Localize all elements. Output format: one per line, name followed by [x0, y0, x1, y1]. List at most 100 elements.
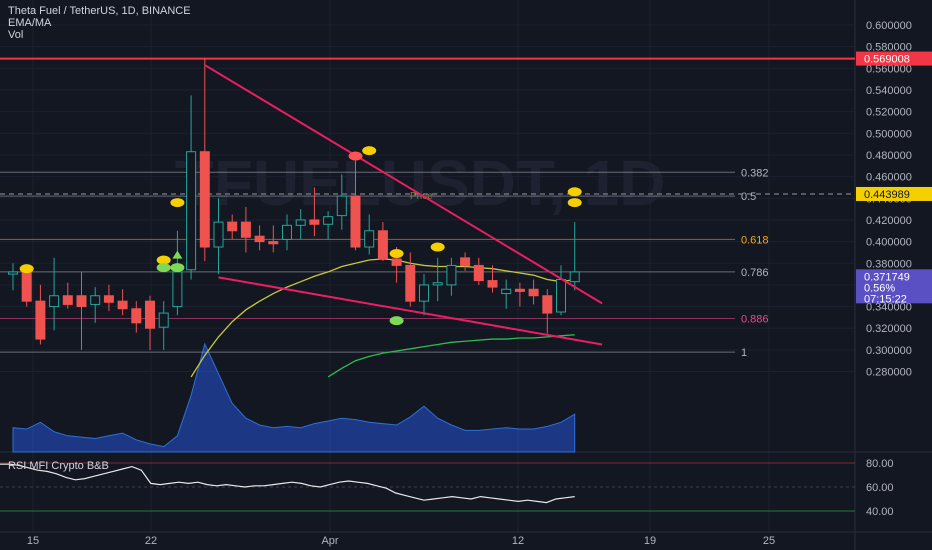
time-axis-label: 25	[763, 535, 775, 547]
candle-body	[186, 151, 197, 271]
fib-level-label: 0.618	[741, 234, 769, 246]
candle-body	[377, 230, 388, 260]
candle-body	[309, 219, 320, 225]
candle-body	[227, 221, 238, 232]
signal-dot	[389, 316, 404, 326]
dashed-price-tag-text: 0.443989	[864, 189, 910, 201]
candle-body	[103, 295, 114, 303]
candle-body	[62, 295, 73, 305]
signal-dot	[156, 263, 171, 273]
candle-body	[90, 295, 101, 305]
candle-body	[391, 258, 402, 266]
resistance-price-tag-text: 0.569008	[864, 54, 910, 66]
oscillator-line	[0, 463, 575, 504]
fib-level-label: 0.382	[741, 167, 769, 179]
candle-body	[213, 221, 224, 248]
trendline	[218, 276, 603, 346]
oscillator-axis-label: 80.00	[866, 458, 894, 470]
signal-dot	[19, 264, 34, 274]
price-axis-label: 0.460000	[866, 172, 912, 184]
candle-body	[473, 264, 484, 282]
candle-body	[556, 279, 566, 313]
candle-body	[295, 219, 306, 226]
fib-level-label: 1	[741, 347, 747, 359]
dashed-price-tag	[856, 186, 932, 201]
signal-triangle	[172, 250, 183, 259]
price-axis-label: 0.420000	[866, 215, 912, 227]
price-axis-label: 0.400000	[866, 237, 912, 249]
signal-dot	[567, 187, 582, 197]
resistance-price-tag	[856, 51, 932, 66]
time-axis-label: 22	[145, 535, 157, 547]
signal-dot	[156, 255, 171, 265]
candle-body	[117, 300, 128, 310]
candle-body	[514, 288, 525, 292]
candle-body	[487, 280, 498, 288]
candle-body	[282, 224, 292, 240]
candle-body	[432, 282, 443, 286]
time-axis-label: 15	[27, 535, 39, 547]
signal-dot	[567, 198, 582, 208]
fib-level-label: 0.5	[741, 191, 756, 203]
candle-body	[49, 295, 60, 308]
candle-body	[254, 235, 265, 243]
candle-body	[8, 271, 18, 275]
candle-body	[446, 264, 457, 286]
price-axis-label: 0.300000	[866, 345, 912, 357]
signal-dot	[430, 242, 445, 252]
price-axis-label: 0.480000	[866, 150, 912, 162]
price-axis-label: 0.600000	[866, 20, 912, 32]
candle-body	[569, 271, 580, 283]
ema-short-line	[190, 258, 575, 378]
current-price-tag-text: 07:15:22	[864, 293, 907, 305]
signal-dot	[362, 146, 377, 156]
candle-body	[268, 241, 279, 245]
time-axis-label: 12	[512, 535, 524, 547]
candle-body	[76, 295, 87, 308]
price-axis-label: 0.380000	[866, 258, 912, 270]
oscillator-axis-label: 40.00	[866, 506, 894, 518]
watermark: TFUELUSDT, 1D	[175, 147, 666, 219]
signal-dot	[389, 249, 404, 259]
candle-body	[240, 221, 251, 238]
candle-body	[131, 308, 142, 324]
current-price-tag-text: 0.371749	[864, 271, 910, 283]
trendline	[204, 64, 603, 305]
time-axis-label: Apr	[321, 535, 338, 547]
fib-level-label: 0.786	[741, 267, 769, 279]
candle-body	[364, 230, 375, 248]
candle-body	[350, 195, 361, 248]
fib-level-label: 0.886	[741, 313, 769, 325]
current-price-tag	[856, 269, 932, 304]
price-axis-label: 0.520000	[866, 107, 912, 119]
signal-dot	[170, 263, 185, 273]
candle-body	[336, 195, 347, 217]
candle-body	[542, 295, 553, 314]
price-axis-label: 0.340000	[866, 302, 912, 314]
candle-body	[528, 288, 539, 297]
ema-long-line	[327, 334, 575, 378]
time-axis-label: 19	[644, 535, 656, 547]
candle-body	[323, 216, 334, 225]
candle-body	[199, 151, 210, 248]
candle-body	[501, 288, 512, 295]
price-axis-label: 0.280000	[866, 367, 912, 379]
oscillator-title: RSI MFI Crypto B&B	[8, 460, 109, 472]
price-axis-label: 0.500000	[866, 128, 912, 140]
current-price-tag-text: 0.56%	[864, 282, 895, 294]
price-annotation: Price	[410, 191, 433, 202]
oscillator-axis-label: 60.00	[866, 482, 894, 494]
price-axis-label: 0.560000	[866, 63, 912, 75]
candle-body	[21, 271, 32, 302]
price-axis-label: 0.320000	[866, 323, 912, 335]
indicator-vol[interactable]: Vol	[8, 29, 24, 41]
candle-body	[405, 264, 416, 302]
candle-body	[35, 300, 46, 340]
price-axis-label: 0.540000	[866, 85, 912, 97]
candle-body	[460, 257, 471, 266]
candle-body	[172, 271, 183, 308]
candle-body	[158, 312, 169, 328]
symbol-title[interactable]: Theta Fuel / TetherUS, 1D, BINANCE	[8, 5, 191, 17]
indicator-ema-ma[interactable]: EMA/MA	[8, 17, 52, 29]
